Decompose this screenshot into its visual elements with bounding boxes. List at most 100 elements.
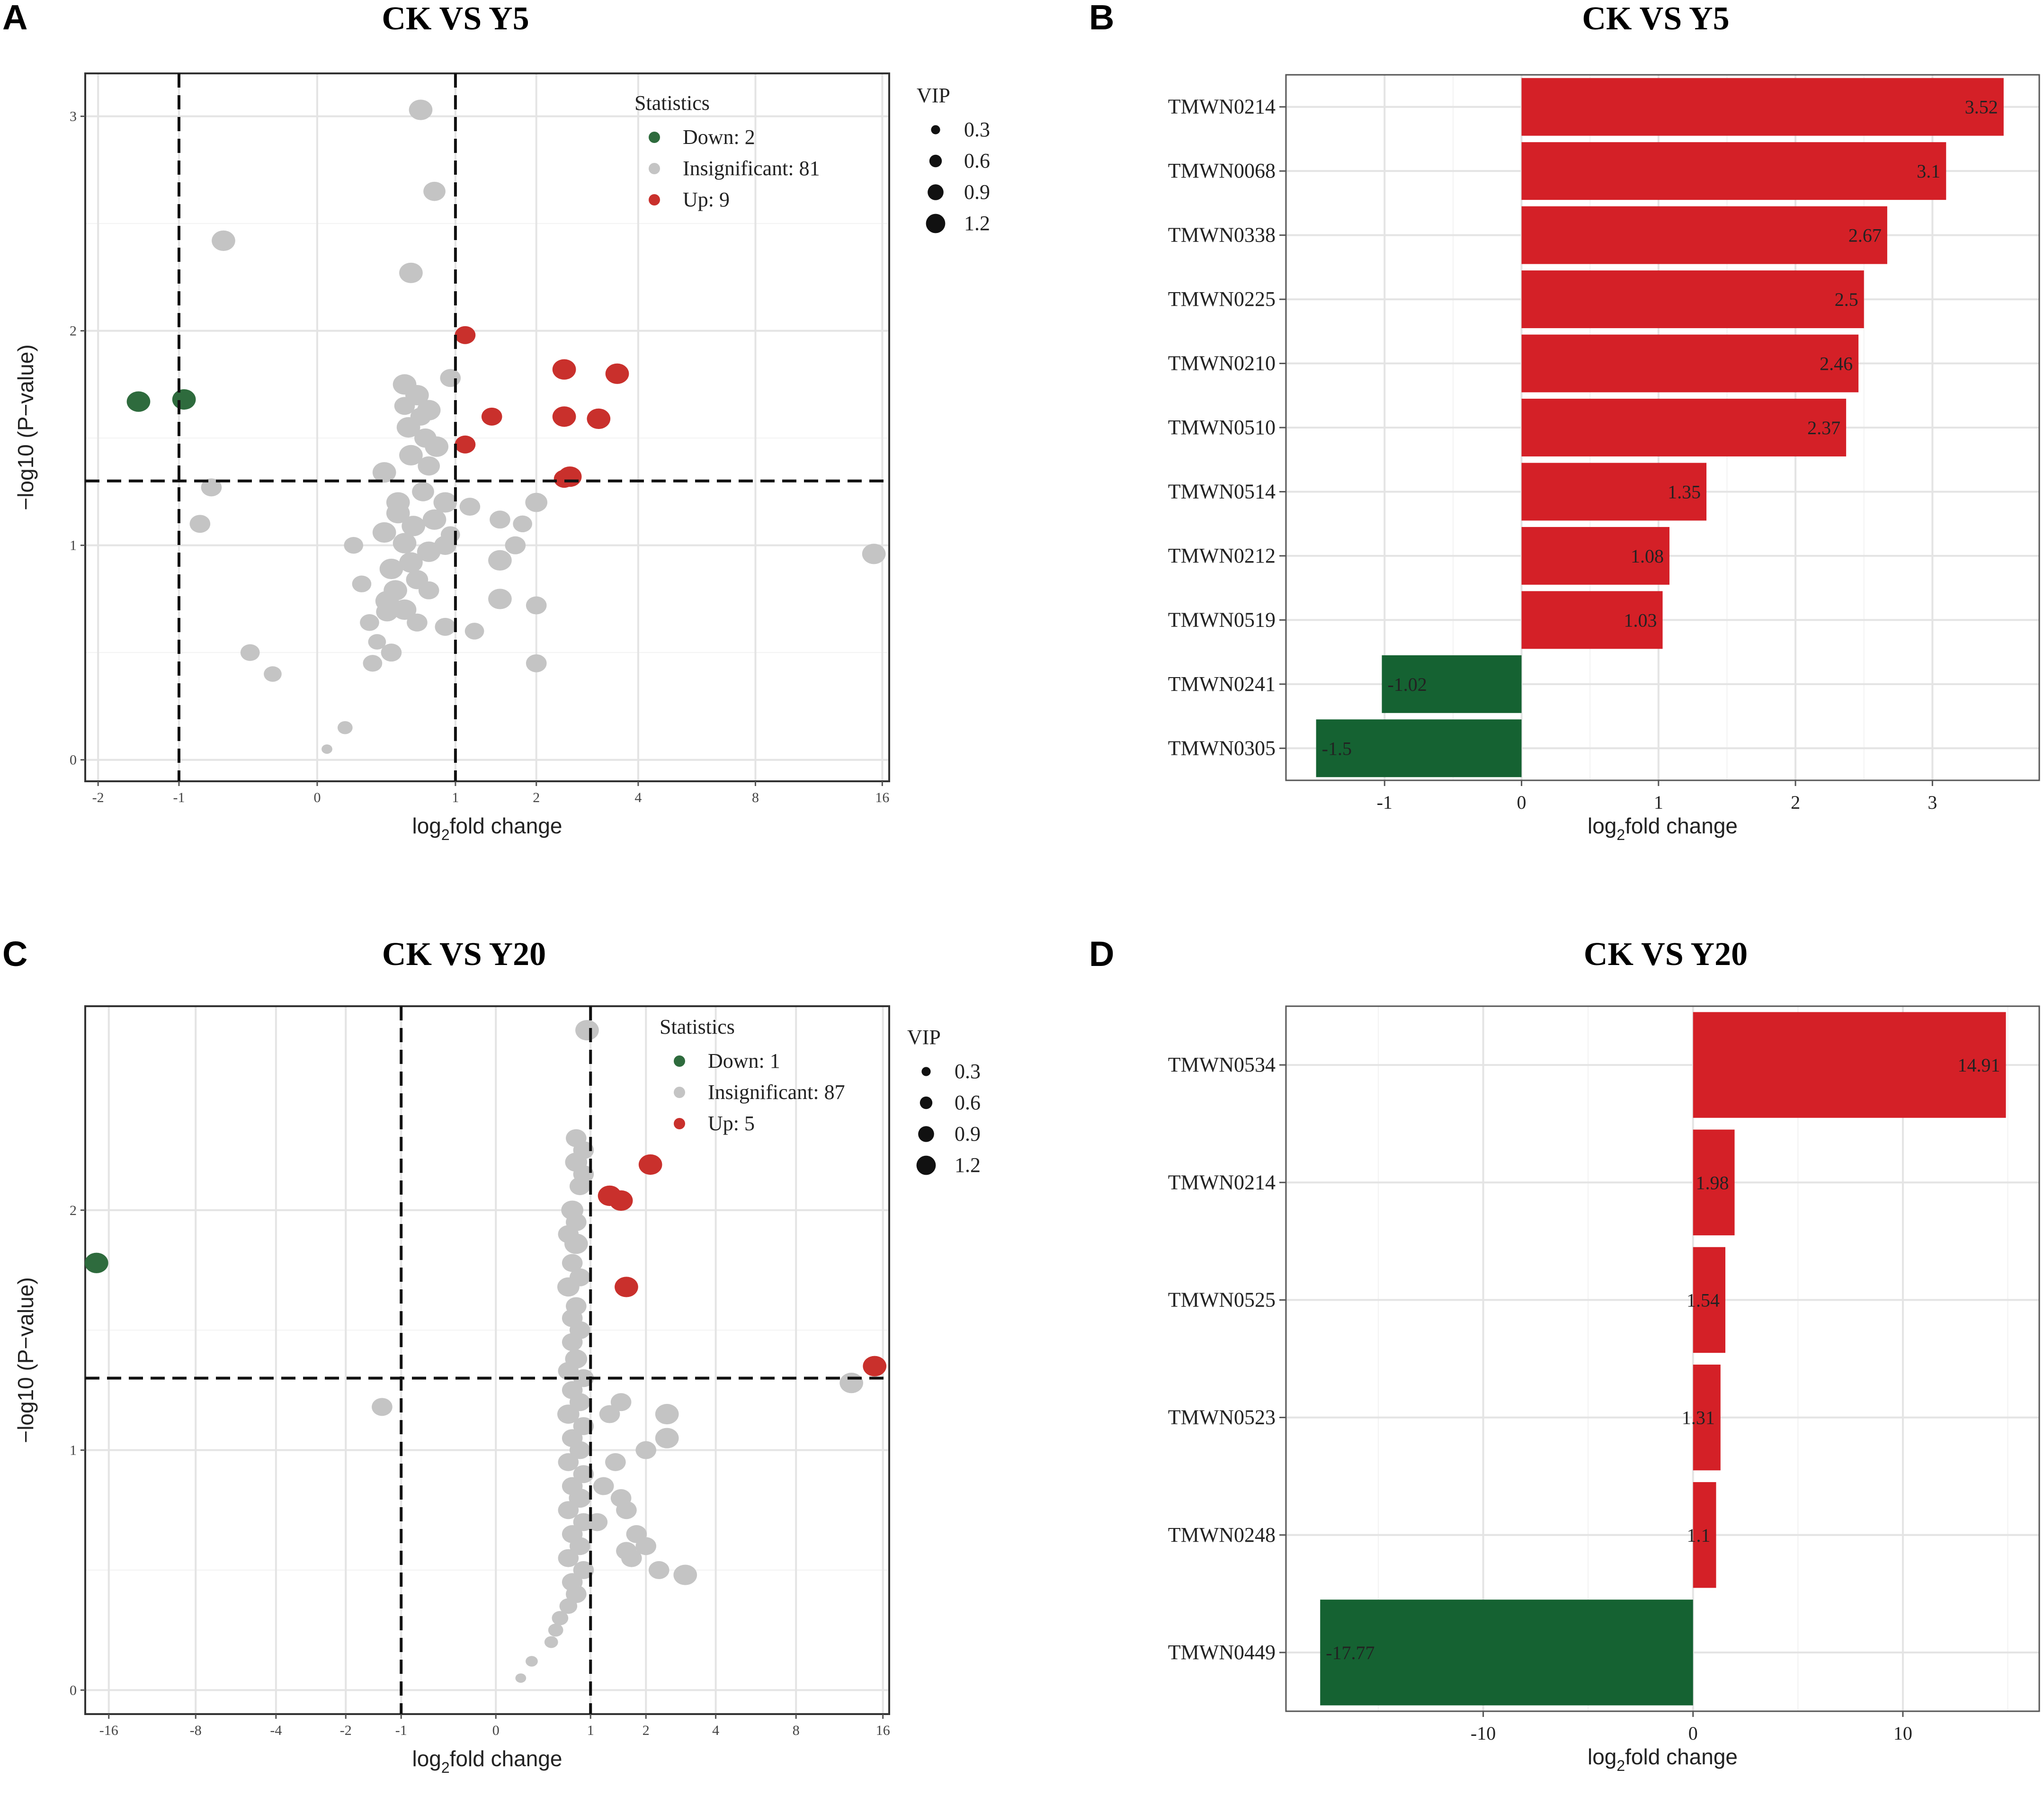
y-tick-label: 2	[70, 323, 77, 339]
x-axis-title: log2fold change	[1588, 813, 1738, 843]
x-axis-title: log2fold change	[412, 1746, 562, 1776]
point-insignificant	[635, 1441, 657, 1459]
y-axis-title: −log10 (P−value)	[13, 1277, 38, 1443]
bar-value-label: 14.91	[1958, 1054, 2000, 1076]
category-label: TMWN0449	[1168, 1641, 1276, 1664]
point-insignificant	[564, 1233, 588, 1254]
point-insignificant	[558, 1549, 579, 1567]
category-label: TMWN0214	[1168, 95, 1276, 118]
point-insignificant	[526, 654, 547, 672]
point-insignificant	[399, 552, 423, 573]
x-tick-label: -16	[99, 1723, 118, 1738]
point-insignificant	[418, 456, 440, 476]
point-down	[172, 389, 196, 410]
point-insignificant	[488, 589, 512, 609]
legend-key-down	[674, 1055, 685, 1067]
bar-up	[1521, 399, 1847, 456]
bar-up	[1693, 1482, 1716, 1588]
x-axis-title-sub: 2	[1616, 1757, 1625, 1774]
point-up	[481, 407, 502, 426]
legend-label-insignificant: Insignificant: 81	[683, 157, 820, 180]
legend-key-up	[649, 194, 660, 206]
x-axis-title-log: log	[412, 1746, 441, 1771]
point-insignificant	[559, 1598, 578, 1614]
point-up	[609, 1190, 633, 1211]
x-axis-title-rest: fold change	[450, 1746, 562, 1771]
legend-label-down: Down: 1	[708, 1049, 780, 1072]
category-label: TMWN0338	[1168, 223, 1276, 247]
x-axis-title-log: log	[412, 813, 441, 838]
point-up	[455, 435, 476, 454]
x-axis-title-log: log	[1588, 813, 1616, 838]
bar-value-label: 3.52	[1965, 97, 1998, 118]
point-insignificant	[352, 575, 372, 592]
y-tick-label: 0	[70, 1682, 77, 1698]
bar-up	[1521, 591, 1663, 649]
point-insignificant	[557, 1277, 580, 1297]
point-insignificant	[240, 644, 260, 661]
bar-value-label: 1.98	[1696, 1172, 1729, 1193]
x-tick-label: -1	[395, 1723, 407, 1738]
panel-title-b: CK VS Y5	[1582, 0, 1729, 37]
point-insignificant	[839, 1373, 864, 1394]
x-tick-label: 16	[875, 790, 889, 805]
point-down	[84, 1252, 108, 1273]
panel-letter-d: D	[1089, 934, 1114, 974]
point-insignificant	[376, 602, 399, 622]
point-insignificant	[587, 1513, 608, 1531]
point-insignificant	[569, 1177, 590, 1196]
x-tick-label: 1	[587, 1723, 594, 1738]
x-tick-label: 10	[1893, 1723, 1912, 1744]
x-tick-label: -2	[92, 790, 104, 805]
point-insignificant	[573, 1465, 594, 1483]
x-tick-label: -4	[270, 1723, 282, 1738]
category-label: TMWN0305	[1168, 736, 1276, 760]
point-insignificant	[372, 462, 396, 483]
category-label: TMWN0248	[1168, 1523, 1276, 1546]
x-tick-label: 0	[313, 790, 321, 805]
point-insignificant	[616, 1542, 637, 1560]
point-insignificant	[363, 655, 383, 672]
point-insignificant	[423, 181, 446, 201]
y-tick-label: 1	[70, 1443, 77, 1458]
legend-vip-label: 0.3	[964, 118, 990, 141]
point-insignificant	[655, 1428, 679, 1448]
point-up	[615, 1277, 638, 1297]
x-axis-title-rest: fold change	[450, 813, 562, 838]
point-insignificant	[569, 1537, 590, 1555]
x-axis-title: log2fold change	[1588, 1744, 1738, 1774]
point-insignificant	[386, 503, 410, 524]
x-tick-label: 1	[452, 790, 459, 805]
legend-vip-key	[921, 1067, 931, 1076]
point-insignificant	[544, 1636, 558, 1648]
bar-up	[1521, 527, 1669, 585]
point-insignificant	[575, 1020, 599, 1041]
x-tick-label: 2	[533, 790, 540, 805]
legend-label-insignificant: Insignificant: 87	[708, 1081, 845, 1104]
plot-frame	[84, 1005, 890, 1715]
legend-key-down	[649, 132, 660, 143]
plot-frame	[1285, 1005, 2040, 1712]
point-insignificant	[558, 1453, 579, 1471]
legend-vip-label: 0.3	[955, 1060, 981, 1083]
legend-statistics-title: Statistics	[660, 1015, 735, 1038]
point-insignificant	[515, 1673, 527, 1683]
legend-vip-title: VIP	[917, 84, 950, 107]
legend-key-insignificant	[649, 163, 660, 174]
legend-label-up: Up: 5	[708, 1112, 755, 1135]
point-insignificant	[648, 1561, 669, 1579]
point-insignificant	[490, 510, 510, 529]
category-label: TMWN0068	[1168, 159, 1276, 182]
point-insignificant	[360, 614, 379, 631]
category-label: TMWN0514	[1168, 480, 1276, 503]
x-tick-label: 2	[643, 1723, 650, 1738]
point-insignificant	[379, 558, 403, 580]
bar-up	[1693, 1012, 2006, 1118]
point-insignificant	[573, 1417, 594, 1435]
bar-value-label: 2.67	[1848, 225, 1882, 246]
bar-up	[1521, 206, 1887, 264]
x-tick-label: 3	[1928, 792, 1937, 813]
x-tick-label: 16	[876, 1723, 890, 1738]
category-label: TMWN0525	[1168, 1288, 1276, 1311]
